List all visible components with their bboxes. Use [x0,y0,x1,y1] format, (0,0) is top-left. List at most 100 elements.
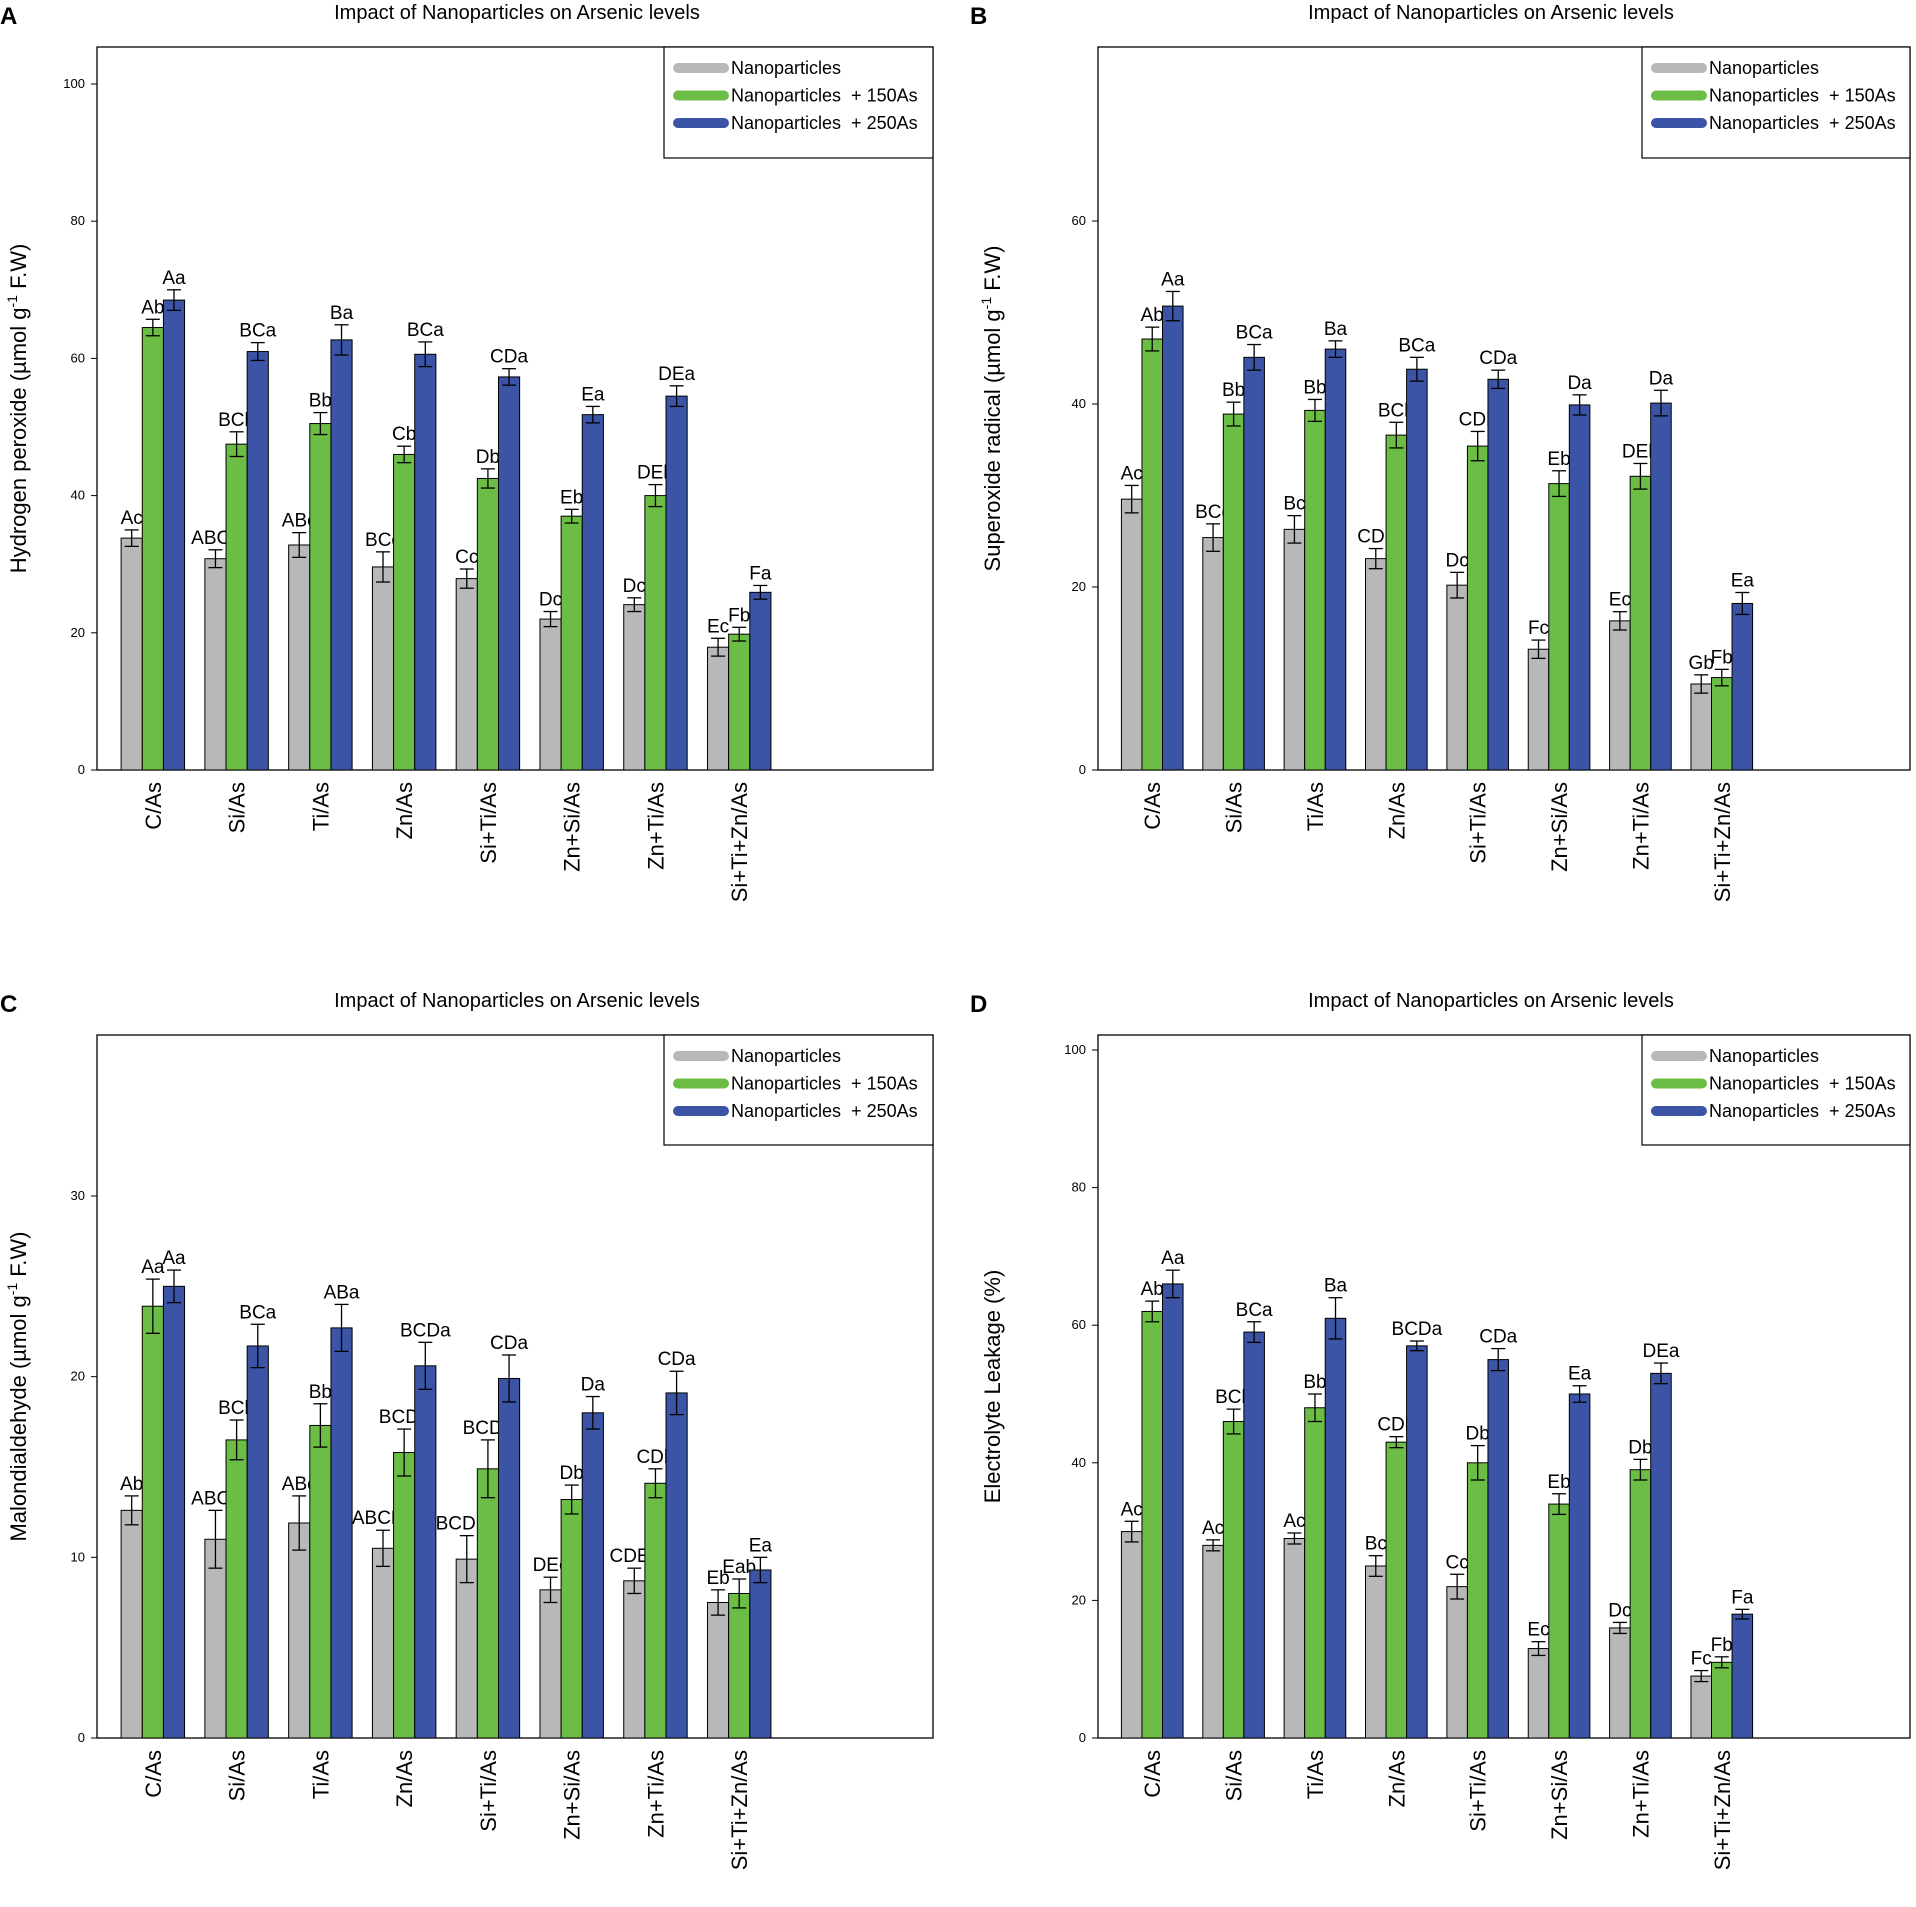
category-label: Zn+Si/As [1547,782,1572,872]
bar-b-0-1 [1141,338,1164,771]
category-label: Ti/As [1303,1750,1328,1799]
category-label: Si+Ti/As [476,782,501,864]
significance-label: CDa [490,1333,528,1354]
panel-letter: C [0,991,17,1018]
legend-label: Nanoparticles [1709,58,1819,78]
category-label: Si+Ti+Zn/As [727,782,752,902]
bar-d-4-1 [1466,1462,1489,1739]
bar-d-6-2 [1650,1372,1672,1739]
significance-label: Ac [1283,1511,1305,1532]
bar-b-1-2 [1243,356,1265,771]
bar-d-5-0 [1527,1648,1550,1739]
legend-label: Nanoparticles + 150As [1709,86,1896,106]
bar-a-7-2 [749,591,772,771]
y-tick-label: 100 [63,76,85,91]
bar-d-3-2 [1406,1345,1428,1739]
y-tick-label: 60 [1072,1317,1086,1332]
significance-label: Da [1567,373,1592,394]
bar-b-6-0 [1609,620,1631,771]
bar-d-6-0 [1609,1627,1631,1739]
bar-a-5-2 [581,414,604,771]
significance-label: DEa [658,364,695,385]
significance-label: CDa [490,347,528,368]
significance-label: BCa [1398,335,1435,356]
bar-c-4-1 [476,1468,499,1739]
significance-label: Db [560,1463,584,1484]
bar-b-5-1 [1548,483,1570,771]
category-label: Zn+Si/As [560,782,585,872]
significance-label: Ba [1324,1276,1348,1297]
legend-label: Nanoparticles + 250As [1709,1101,1896,1121]
bar-d-6-1 [1629,1469,1652,1739]
bar-a-5-1 [560,515,583,771]
category-label: Zn/As [392,782,417,839]
significance-label: Ab [1141,1279,1164,1300]
bar-d-2-1 [1304,1407,1326,1739]
significance-label: Aa [162,268,186,289]
significance-label: Ec [1527,1620,1549,1641]
significance-label: Bc [1283,494,1305,515]
significance-label: Eb [1547,1472,1570,1493]
legend-label: Nanoparticles + 250As [1709,113,1896,133]
bar-d-0-0 [1120,1531,1143,1739]
significance-label: Ab [1141,305,1164,326]
category-label: Zn/As [1384,1750,1409,1807]
bar-d-2-0 [1283,1537,1306,1739]
bar-c-7-0 [706,1602,730,1739]
bar-b-1-1 [1222,413,1245,771]
significance-label: Aa [1161,1248,1185,1269]
significance-label: Da [1649,368,1674,389]
bar-c-5-0 [539,1589,562,1739]
bar-c-6-2 [665,1392,688,1739]
bar-b-4-2 [1487,378,1510,771]
y-tick-label: 0 [1079,1730,1086,1745]
legend: Nanoparticles Nanoparticles + 150As Nanopa… [663,46,934,159]
bar-c-5-1 [560,1499,583,1739]
significance-label: DEb [1622,441,1659,462]
significance-label: Bb [309,1382,332,1403]
significance-label: Fa [1731,1587,1754,1608]
significance-label: BCc [1195,502,1231,523]
bar-d-3-1 [1385,1441,1408,1739]
panel-letter: D [970,991,987,1018]
chart-title: Impact of Nanoparticles on Arsenic level… [334,2,700,24]
legend-label: Nanoparticles [731,58,841,78]
significance-label: BCDa [400,1320,451,1341]
significance-label: Ec [1609,590,1631,611]
significance-label: Eb [560,487,583,508]
category-label: Si/As [1222,1750,1247,1801]
y-tick-label: 0 [78,762,85,777]
significance-label: CDc [1357,527,1394,548]
legend-label: Nanoparticles + 150As [1709,1074,1896,1094]
significance-label: BCa [239,321,276,342]
category-label: Zn+Ti/As [643,782,668,870]
bar-a-2-2 [330,339,353,771]
bar-b-2-2 [1324,348,1347,771]
y-tick-label: 80 [1072,1180,1086,1195]
category-label: Si+Ti/As [1466,782,1491,864]
bar-c-3-0 [371,1547,395,1739]
bar-b-0-2 [1162,305,1184,771]
bar-d-4-0 [1446,1586,1468,1739]
bar-b-2-1 [1304,409,1326,771]
bar-b-0-0 [1120,498,1143,771]
y-tick-label: 30 [71,1188,85,1203]
panel-a: A Impact of Nanoparticles on Arsenic leve… [0,2,934,902]
y-tick-label: 40 [1072,1455,1086,1470]
significance-label: Gb [1689,653,1714,674]
bar-c-2-2 [330,1327,353,1739]
category-label: Si/As [1222,782,1247,833]
bar-a-6-2 [665,395,688,771]
bar-d-1-1 [1222,1421,1245,1739]
category-label: C/As [141,1750,166,1798]
y-tick-label: 20 [1072,1592,1086,1607]
bar-a-7-1 [728,633,751,771]
legend-label: Nanoparticles + 250As [731,1101,918,1121]
significance-label: Eb [706,1568,729,1589]
category-label: Ti/As [308,1750,333,1799]
category-label: Si+Ti/As [476,1750,501,1832]
y-axis-label-tail: F.W) [980,246,1005,297]
legend-label: Nanoparticles + 150As [731,1074,918,1094]
significance-label: BCa [239,1302,276,1323]
